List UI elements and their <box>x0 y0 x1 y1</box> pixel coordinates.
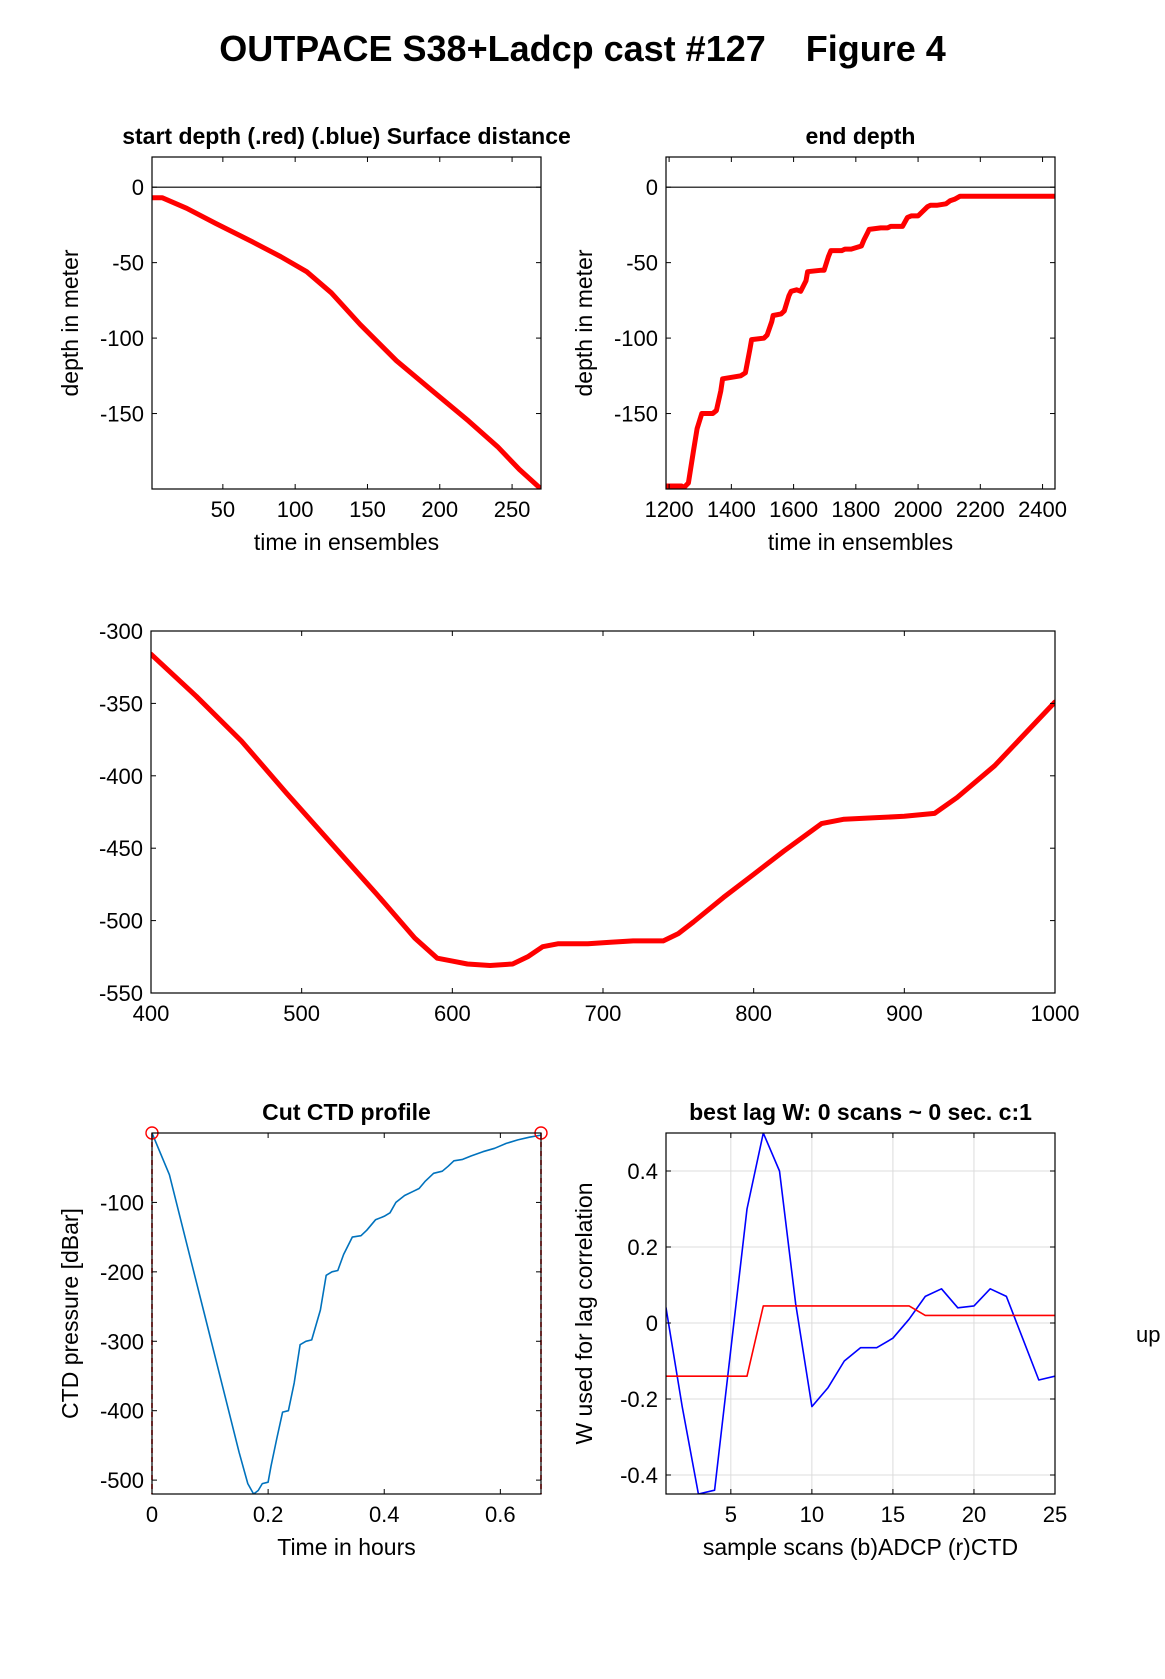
x-axis-label: sample scans (b)ADCP (r)CTD <box>703 1534 1018 1560</box>
y-axis-label: depth in meter <box>571 249 597 396</box>
x-tick-label: 2000 <box>894 497 943 522</box>
y-tick-label: -100 <box>100 1190 144 1215</box>
y-tick-label: -50 <box>626 251 658 276</box>
y-tick-label: -200 <box>100 1260 144 1285</box>
y-tick-label: 0 <box>646 1311 658 1336</box>
x-tick-label: 1200 <box>645 497 694 522</box>
y-axis-label: CTD pressure [dBar] <box>57 1208 83 1419</box>
panel-start-depth: 50 100 150 200 250 0 -50 -100 -150 start depth (.… <box>57 123 571 555</box>
y-tick-label: 0 <box>132 175 144 200</box>
y-tick-label: -100 <box>100 326 144 351</box>
panel-lag-correlation: 5 10 15 20 25 0.4 0.2 0 -0.2 -0.4 best lag W: 0 sc… <box>571 1099 1067 1560</box>
y-tick-label: -450 <box>99 836 143 861</box>
x-tick-label: 10 <box>800 1502 824 1527</box>
x-tick-label: 1400 <box>707 497 756 522</box>
series-line-2 <box>666 1305 1055 1377</box>
x-tick-label: 600 <box>434 1001 471 1026</box>
x-tick-label: 5 <box>725 1502 737 1527</box>
y-tick-label: 0 <box>646 175 658 200</box>
x-tick-label: 500 <box>283 1001 320 1026</box>
chart-title: end depth <box>806 123 916 149</box>
x-tick-label: 20 <box>962 1502 986 1527</box>
x-tick-label: 2400 <box>1018 497 1067 522</box>
x-tick-label: 50 <box>211 497 235 522</box>
panel-end-depth: 1200 1400 1600 1800 2000 2200 2400 0 -50 -100 -150… <box>571 123 1067 555</box>
chart-title: Cut CTD profile <box>262 1099 431 1125</box>
series-line-1 <box>666 1133 1055 1494</box>
axes-box <box>150 630 1056 994</box>
y-tick-label: -350 <box>99 691 143 716</box>
series-line-1 <box>152 1133 541 1494</box>
series-line-1 <box>151 651 1055 968</box>
x-tick-label: 25 <box>1043 1502 1067 1527</box>
y-tick-label: 0.2 <box>627 1235 658 1260</box>
x-tick-label: 900 <box>886 1001 923 1026</box>
x-tick-label: 700 <box>585 1001 622 1026</box>
x-tick-label: 0.2 <box>253 1502 284 1527</box>
axes-box <box>151 156 542 490</box>
y-tick-label: -100 <box>614 326 658 351</box>
x-tick-label: 250 <box>494 497 531 522</box>
x-tick-label: 800 <box>735 1001 772 1026</box>
panel-middle: 400 500 600 700 800 900 1000 -300 -350 -400 -450 -5… <box>99 619 1080 1026</box>
figure-title: OUTPACE S38+Ladcp cast #127 Figure 4 <box>219 28 946 69</box>
x-tick-label: 0.6 <box>485 1502 516 1527</box>
x-tick-label: 200 <box>421 497 458 522</box>
x-tick-label: 150 <box>349 497 386 522</box>
x-axis-label: Time in hours <box>277 1534 415 1560</box>
axes-box <box>665 156 1056 490</box>
y-axis-label: W used for lag correlation <box>571 1182 597 1444</box>
x-tick-label: 100 <box>277 497 314 522</box>
x-tick-label: 15 <box>881 1502 905 1527</box>
y-tick-label: -500 <box>100 1468 144 1493</box>
x-tick-label: 2200 <box>956 497 1005 522</box>
y-tick-label: -50 <box>112 251 144 276</box>
y-tick-label: -550 <box>99 981 143 1006</box>
chart-title: start depth (.red) (.blue) Surface dista… <box>122 123 571 149</box>
x-tick-label: 0 <box>146 1502 158 1527</box>
x-tick-label: 0.4 <box>369 1502 400 1527</box>
y-tick-label: -400 <box>99 764 143 789</box>
x-tick-label: 1800 <box>831 497 880 522</box>
y-tick-label: -500 <box>99 909 143 934</box>
axes-box <box>665 1132 1056 1495</box>
y-tick-label: -300 <box>99 619 143 644</box>
series-line-1 <box>152 195 541 489</box>
y-tick-label: -0.4 <box>620 1463 658 1488</box>
y-tick-label: 0.4 <box>627 1159 658 1184</box>
chart-title: best lag W: 0 scans ~ 0 sec. c:1 <box>689 1099 1032 1125</box>
x-tick-label: 1000 <box>1031 1001 1080 1026</box>
series-line-1 <box>666 193 1055 489</box>
y-tick-label: -150 <box>100 402 144 427</box>
axes-box <box>151 1132 542 1495</box>
x-tick-label: 400 <box>133 1001 170 1026</box>
x-axis-label: time in ensembles <box>768 529 953 555</box>
y-tick-label: -150 <box>614 402 658 427</box>
y-tick-label: -400 <box>100 1399 144 1424</box>
x-axis-label: time in ensembles <box>254 529 439 555</box>
panel-ctd-profile: 0 0.2 0.4 0.6 -100 -200 -300 -400 -500 Cut CTD pr… <box>57 1099 548 1560</box>
up-label: up <box>1136 1322 1161 1347</box>
y-tick-label: -300 <box>100 1329 144 1354</box>
y-axis-label: depth in meter <box>57 249 83 396</box>
y-tick-label: -0.2 <box>620 1387 658 1412</box>
x-tick-label: 1600 <box>769 497 818 522</box>
